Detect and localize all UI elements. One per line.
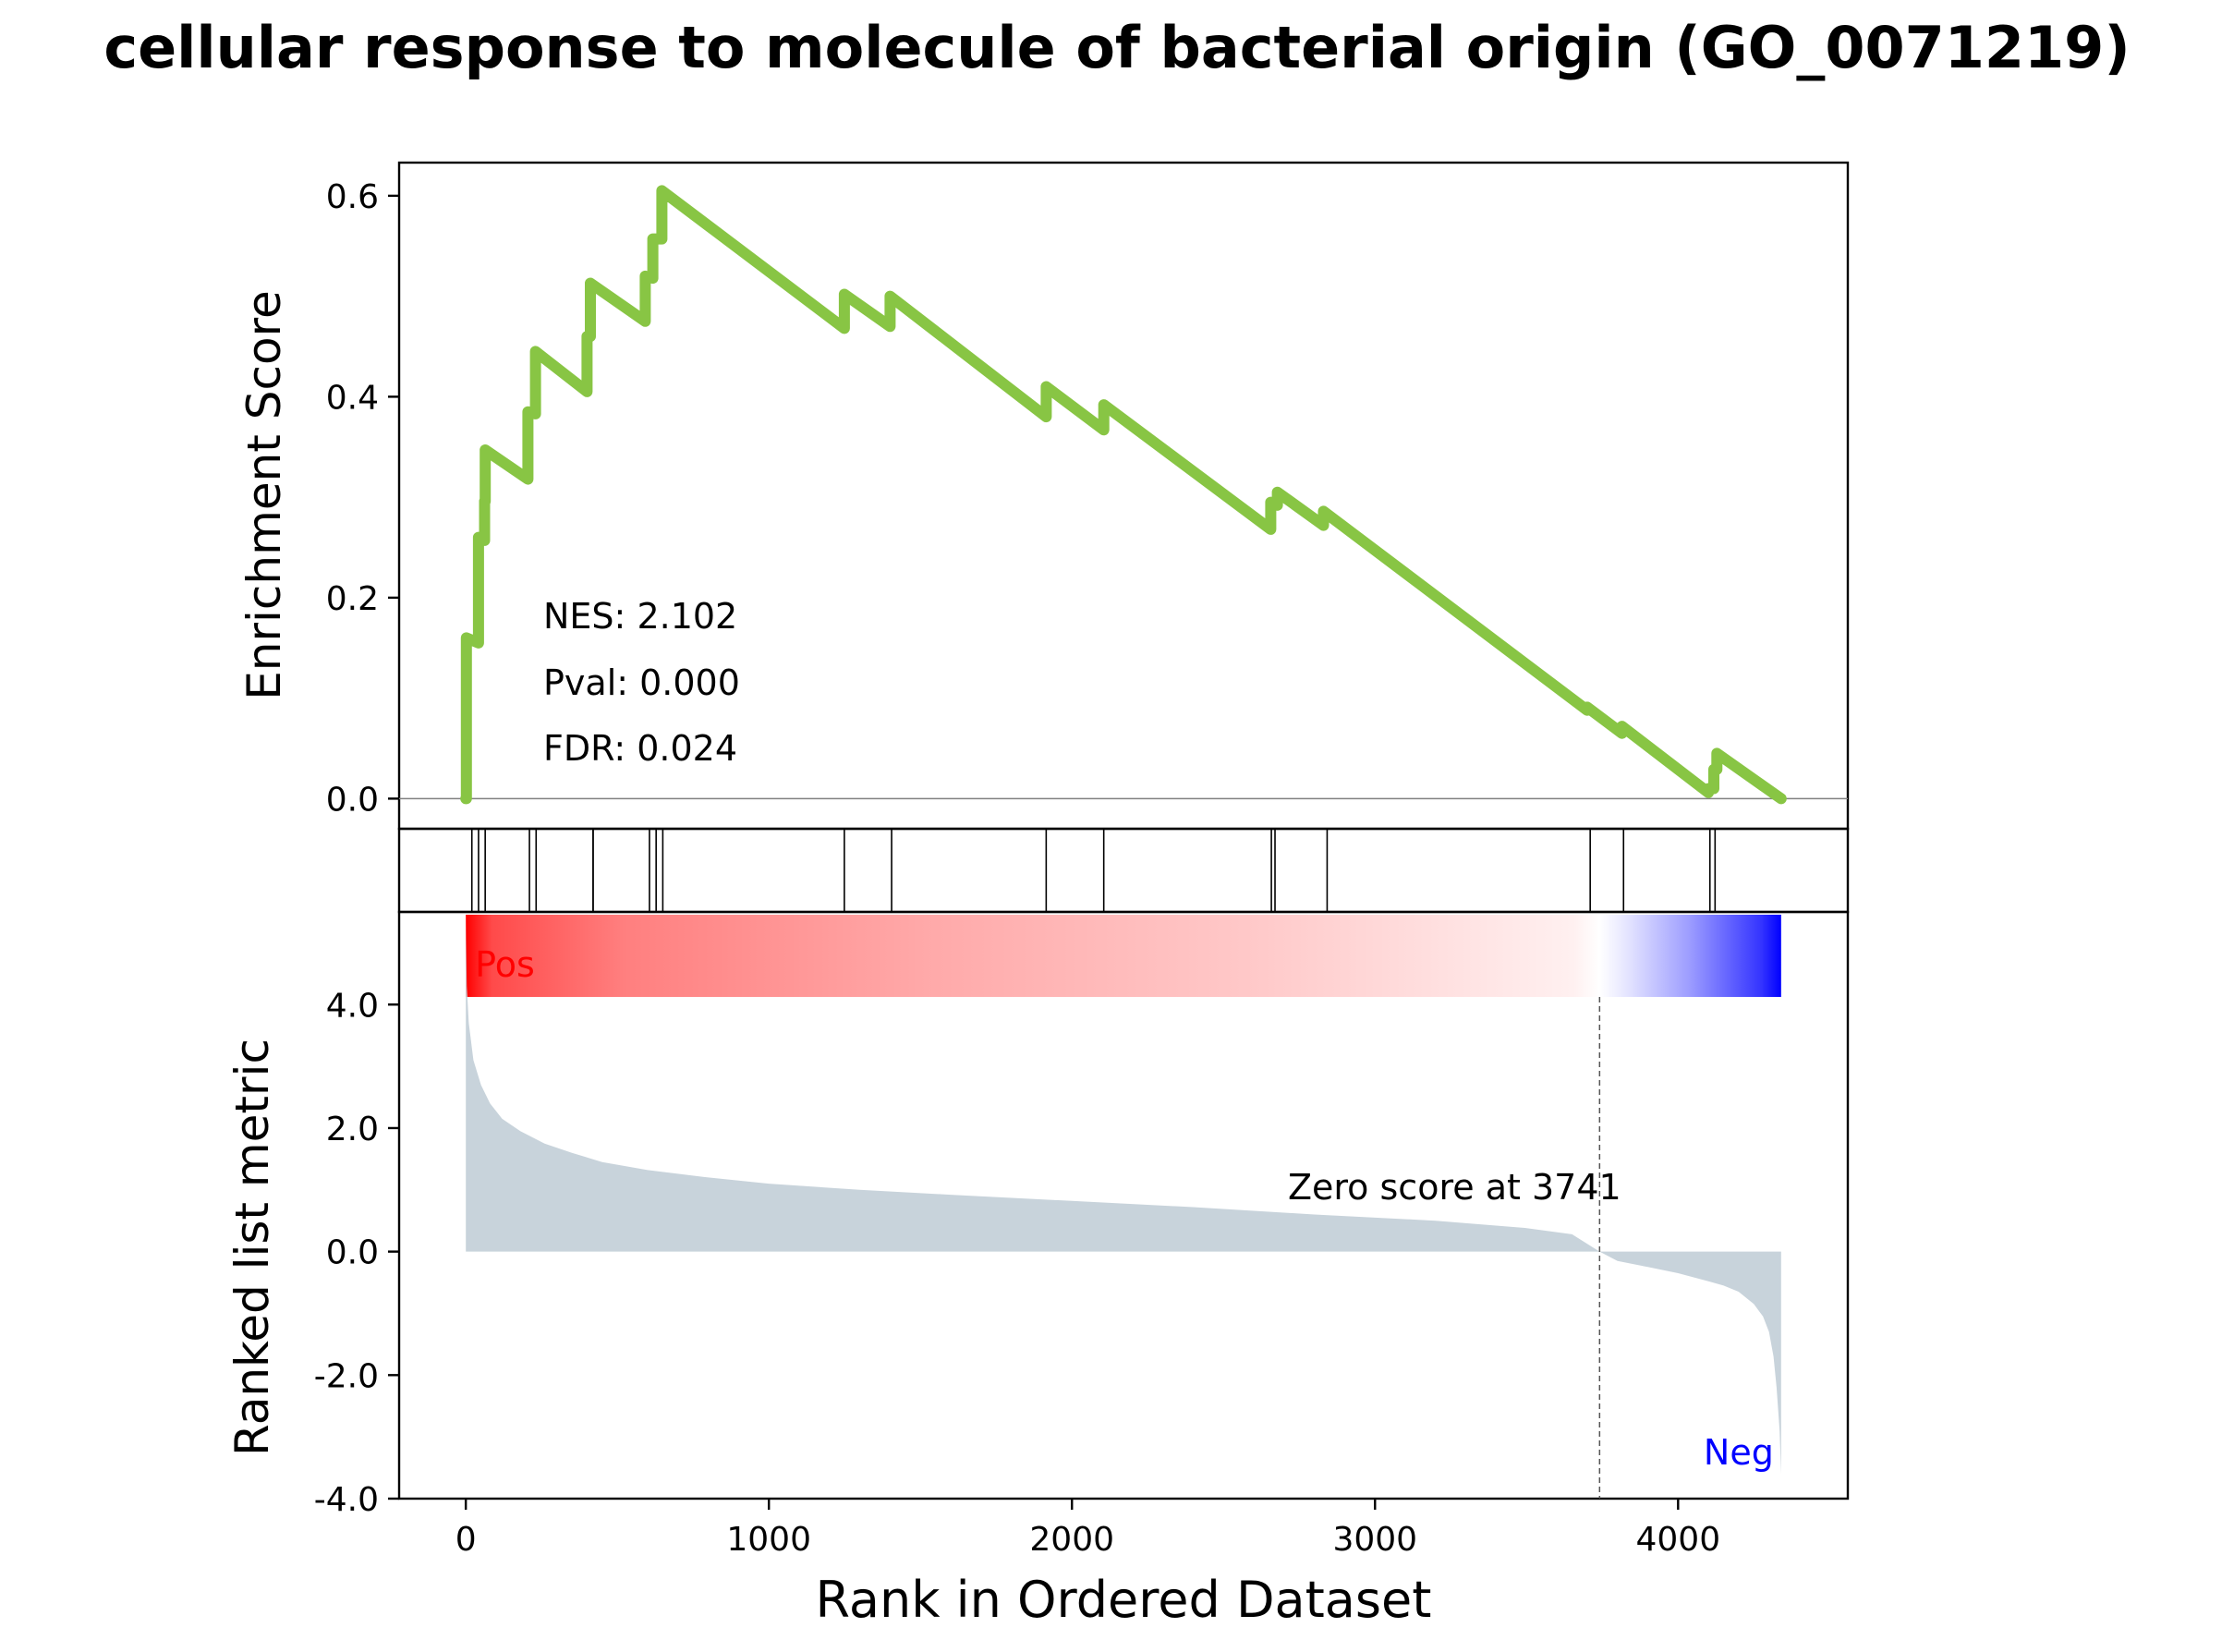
- zero-score-label: Zero score at 3741: [1288, 1167, 1621, 1208]
- chart-title: cellular response to molecule of bacteri…: [103, 14, 2130, 81]
- enrichment-panel: 0.0 0.2 0.4 0.6 Enrichment Score NES: 2.102…: [237, 161, 1850, 831]
- gene-hit-lines: [470, 829, 1717, 912]
- rank-color-bar: [466, 915, 1781, 997]
- neg-label: Neg: [1704, 1432, 1774, 1473]
- ranked-metric-area: [466, 917, 1781, 1475]
- ranked-panel: Zero score at 3741 Pos Neg -4.0 -2.0 0.0 2.…: [225, 910, 1850, 1519]
- nes-stat: NES: 2.102: [543, 596, 737, 637]
- fdr-stat: FDR: 0.024: [543, 728, 737, 769]
- enrichment-score-line: [460, 185, 1787, 805]
- ranked-y-tick-label: 4.0: [326, 987, 379, 1025]
- ranked-y-tick-label: -2.0: [314, 1357, 379, 1395]
- ranked-frame: [397, 910, 1850, 1500]
- ranked-y-tick-label: 2.0: [326, 1111, 379, 1148]
- hits-frame: [397, 827, 1850, 914]
- pos-label: Pos: [475, 944, 535, 985]
- x-tick-label: 0: [455, 1521, 477, 1559]
- enrichment-y-tick-label: 0.0: [326, 781, 379, 819]
- enrichment-y-tick-label: 0.4: [326, 379, 379, 417]
- enrichment-y-label: Enrichment Score: [237, 290, 291, 700]
- x-axis-ticks: 0 1000 2000 3000 4000: [455, 1499, 1720, 1559]
- x-tick-label: 2000: [1029, 1521, 1114, 1559]
- x-tick-label: 3000: [1332, 1521, 1417, 1559]
- x-tick-label: 4000: [1635, 1521, 1720, 1559]
- hits-panel: [397, 827, 1850, 914]
- pval-stat: Pval: 0.000: [543, 662, 740, 703]
- x-axis-label: Rank in Ordered Dataset: [816, 1571, 1432, 1629]
- enrichment-y-tick-label: 0.2: [326, 580, 379, 618]
- enrichment-y-tick-label: 0.6: [326, 178, 379, 216]
- ranked-y-ticks: -4.0 -2.0 0.0 2.0 4.0: [314, 987, 399, 1519]
- enrichment-y-ticks: 0.0 0.2 0.4 0.6: [326, 178, 399, 819]
- ranked-y-label: Ranked list metric: [225, 1039, 279, 1456]
- ranked-y-tick-label: 0.0: [326, 1234, 379, 1272]
- x-tick-label: 1000: [726, 1521, 811, 1559]
- ranked-y-tick-label: -4.0: [314, 1481, 379, 1519]
